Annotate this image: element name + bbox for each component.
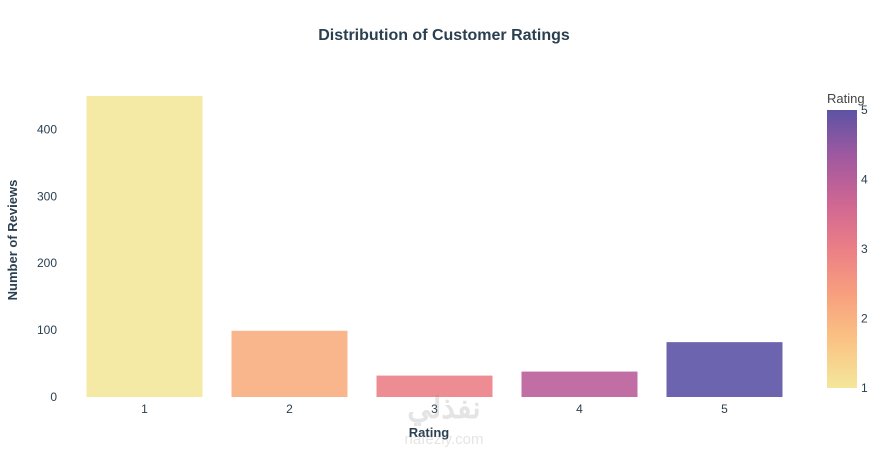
bar-rating-2[interactable] (231, 330, 348, 397)
bars-group (86, 96, 783, 397)
bar-rating-4[interactable] (521, 371, 638, 397)
colorbar-scale (827, 110, 857, 388)
y-tick-label: 300 (37, 189, 57, 203)
colorbar-tick-label: 4 (861, 173, 868, 187)
x-tick-label: 2 (286, 402, 293, 416)
x-tick-label: 1 (141, 402, 148, 416)
x-tick-label: 4 (576, 402, 583, 416)
y-tick-label: 0 (50, 390, 57, 404)
y-tick-label: 200 (37, 256, 57, 270)
y-tick-label: 100 (37, 323, 57, 337)
watermark-text: nafezly.com (405, 431, 484, 448)
x-axis-ticks: 1 2 3 4 5 (141, 402, 728, 416)
x-tick-label: 3 (431, 402, 438, 416)
bar-rating-3[interactable] (376, 375, 493, 397)
x-tick-label: 5 (721, 402, 728, 416)
y-tick-label: 400 (37, 122, 57, 136)
colorbar-tick-label: 3 (861, 242, 868, 256)
colorbar: Rating 1 2 3 4 5 (827, 91, 868, 395)
colorbar-tick-label: 5 (861, 103, 868, 117)
y-axis-label: Number of Reviews (5, 180, 20, 301)
colorbar-tick-label: 1 (861, 381, 868, 395)
watermark-arabic: نفذلي (407, 392, 480, 426)
watermark: نفذلي nafezly.com (405, 392, 484, 448)
bar-rating-1[interactable] (86, 96, 203, 397)
bar-rating-5[interactable] (666, 342, 783, 397)
colorbar-title: Rating (827, 91, 865, 106)
x-axis-label: Rating (409, 425, 450, 440)
chart-title: Distribution of Customer Ratings (318, 27, 570, 44)
colorbar-tick-label: 2 (861, 312, 868, 326)
colorbar-ticks: 1 2 3 4 5 (861, 103, 868, 395)
y-axis-ticks: 0 100 200 300 400 (37, 122, 57, 404)
